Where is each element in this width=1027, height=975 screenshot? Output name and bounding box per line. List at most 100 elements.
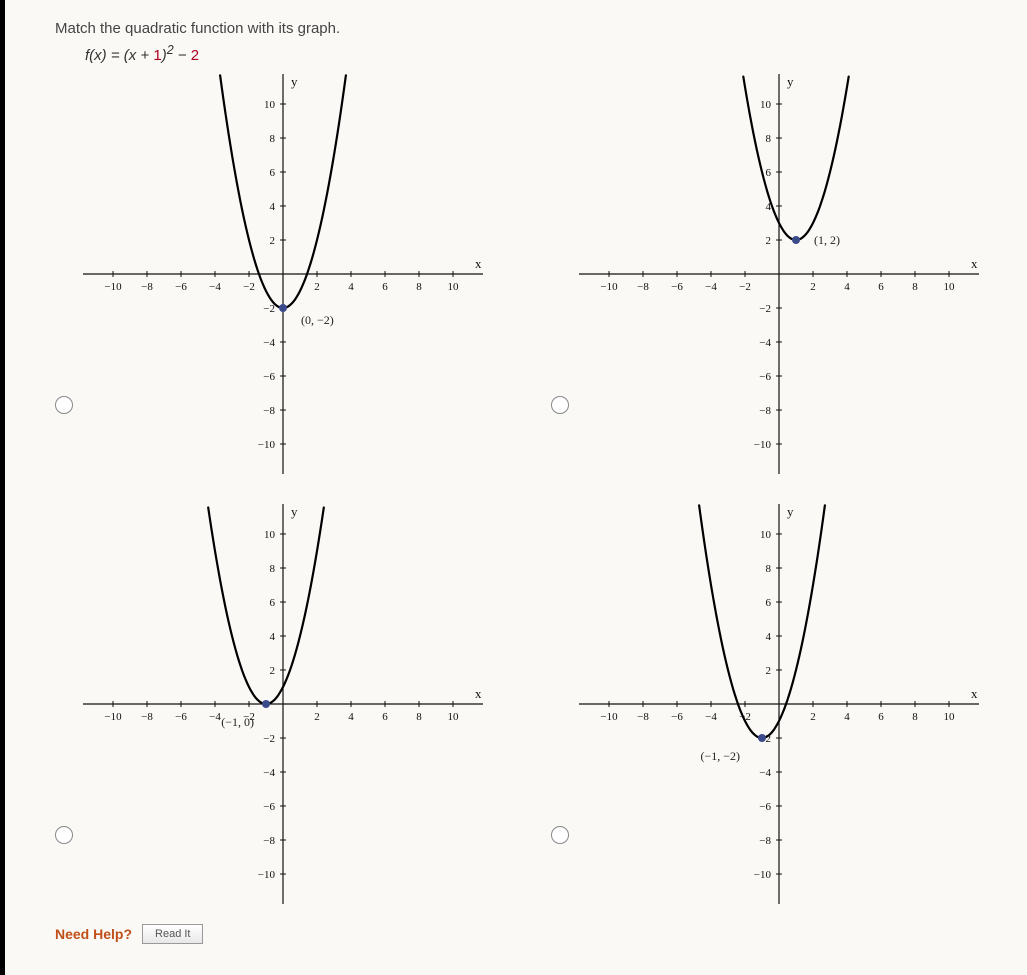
svg-text:−6: −6 bbox=[263, 371, 275, 383]
svg-text:−8: −8 bbox=[637, 711, 649, 723]
svg-text:−2: −2 bbox=[243, 281, 255, 293]
svg-text:8: 8 bbox=[912, 281, 918, 293]
option-d: −10−8−6−4−2246810108642−2−4−6−8−10xy(−1,… bbox=[551, 504, 987, 904]
graph-a: −10 −8 −6 −4 −2 2 4 6 8 10 10 8 6 4 2 −2 −4 −6 −8 −10 x y (0, … bbox=[83, 74, 483, 474]
option-c: −10−8−6−4−2246810108642−2−4−6−8−10xy(−1,… bbox=[55, 504, 491, 904]
svg-text:8: 8 bbox=[912, 711, 918, 723]
svg-text:8: 8 bbox=[766, 133, 772, 145]
svg-text:y: y bbox=[787, 504, 794, 519]
svg-text:6: 6 bbox=[382, 281, 388, 293]
svg-text:x: x bbox=[475, 256, 482, 271]
svg-text:4: 4 bbox=[844, 711, 850, 723]
svg-text:−2: −2 bbox=[759, 303, 771, 315]
radio-b[interactable] bbox=[551, 396, 569, 414]
svg-text:4: 4 bbox=[270, 631, 276, 643]
svg-text:−4: −4 bbox=[759, 337, 771, 349]
svg-text:(1, 2): (1, 2) bbox=[814, 233, 840, 247]
svg-text:−4: −4 bbox=[209, 281, 221, 293]
option-a: −10 −8 −6 −4 −2 2 4 6 8 10 10 8 6 4 2 −2 −4 −6 −8 −10 x y (0, … bbox=[55, 74, 491, 474]
svg-text:8: 8 bbox=[416, 281, 422, 293]
svg-text:10: 10 bbox=[448, 281, 460, 293]
svg-text:6: 6 bbox=[270, 167, 276, 179]
svg-text:6: 6 bbox=[382, 711, 388, 723]
svg-text:−6: −6 bbox=[671, 711, 683, 723]
radio-a[interactable] bbox=[55, 396, 73, 414]
svg-text:(−1, −2): (−1, −2) bbox=[700, 749, 740, 763]
svg-text:−2: −2 bbox=[263, 303, 275, 315]
svg-text:−6: −6 bbox=[759, 371, 771, 383]
svg-text:6: 6 bbox=[766, 167, 772, 179]
svg-text:−8: −8 bbox=[263, 835, 275, 847]
svg-text:10: 10 bbox=[760, 99, 772, 111]
svg-text:4: 4 bbox=[766, 631, 772, 643]
svg-text:8: 8 bbox=[416, 711, 422, 723]
svg-text:−4: −4 bbox=[705, 711, 717, 723]
svg-text:2: 2 bbox=[270, 665, 276, 677]
svg-text:−10: −10 bbox=[104, 711, 122, 723]
svg-text:4: 4 bbox=[844, 281, 850, 293]
options-grid: −10 −8 −6 −4 −2 2 4 6 8 10 10 8 6 4 2 −2 −4 −6 −8 −10 x y (0, … bbox=[55, 74, 987, 904]
svg-text:−8: −8 bbox=[759, 405, 771, 417]
svg-text:y: y bbox=[291, 74, 298, 89]
svg-text:8: 8 bbox=[270, 133, 276, 145]
graph-d: −10−8−6−4−2246810108642−2−4−6−8−10xy(−1,… bbox=[579, 504, 979, 904]
svg-text:−4: −4 bbox=[209, 711, 221, 723]
svg-text:−10: −10 bbox=[258, 439, 276, 451]
svg-text:−8: −8 bbox=[759, 835, 771, 847]
svg-text:x: x bbox=[971, 686, 978, 701]
svg-text:10: 10 bbox=[264, 99, 276, 111]
read-it-button[interactable]: Read It bbox=[142, 924, 203, 944]
svg-text:2: 2 bbox=[766, 235, 772, 247]
svg-text:10: 10 bbox=[448, 711, 460, 723]
svg-text:2: 2 bbox=[314, 711, 320, 723]
svg-text:−8: −8 bbox=[141, 281, 153, 293]
svg-text:−10: −10 bbox=[754, 439, 772, 451]
svg-text:y: y bbox=[787, 74, 794, 89]
svg-text:−10: −10 bbox=[754, 869, 772, 881]
svg-text:6: 6 bbox=[878, 281, 884, 293]
svg-text:−4: −4 bbox=[263, 337, 275, 349]
svg-text:8: 8 bbox=[766, 563, 772, 575]
svg-text:10: 10 bbox=[944, 281, 956, 293]
svg-text:−6: −6 bbox=[263, 801, 275, 813]
svg-text:−10: −10 bbox=[104, 281, 122, 293]
svg-text:6: 6 bbox=[766, 597, 772, 609]
svg-text:−8: −8 bbox=[263, 405, 275, 417]
svg-text:6: 6 bbox=[878, 711, 884, 723]
svg-text:(−1, 0): (−1, 0) bbox=[221, 715, 254, 729]
svg-text:−4: −4 bbox=[759, 767, 771, 779]
radio-c[interactable] bbox=[55, 826, 73, 844]
svg-text:2: 2 bbox=[270, 235, 276, 247]
graph-b: −10−8−6−4−2246810108642−2−4−6−8−10xy(1, … bbox=[579, 74, 979, 474]
svg-text:−10: −10 bbox=[600, 711, 618, 723]
svg-text:4: 4 bbox=[348, 281, 354, 293]
svg-text:−2: −2 bbox=[263, 733, 275, 745]
svg-text:−8: −8 bbox=[141, 711, 153, 723]
svg-text:−2: −2 bbox=[739, 281, 751, 293]
svg-text:2: 2 bbox=[314, 281, 320, 293]
graph-c: −10−8−6−4−2246810108642−2−4−6−8−10xy(−1,… bbox=[83, 504, 483, 904]
svg-text:(0, −2): (0, −2) bbox=[301, 313, 334, 327]
svg-text:x: x bbox=[971, 256, 978, 271]
svg-text:−6: −6 bbox=[175, 281, 187, 293]
svg-text:x: x bbox=[475, 686, 482, 701]
svg-text:−10: −10 bbox=[258, 869, 276, 881]
formula: f(x) = (x + 1)2 − 2 bbox=[85, 43, 987, 64]
option-b: −10−8−6−4−2246810108642−2−4−6−8−10xy(1, … bbox=[551, 74, 987, 474]
svg-text:8: 8 bbox=[270, 563, 276, 575]
svg-text:−4: −4 bbox=[263, 767, 275, 779]
svg-text:−4: −4 bbox=[705, 281, 717, 293]
svg-text:6: 6 bbox=[270, 597, 276, 609]
svg-text:2: 2 bbox=[810, 281, 816, 293]
svg-text:2: 2 bbox=[766, 665, 772, 677]
svg-text:−6: −6 bbox=[759, 801, 771, 813]
help-row: Need Help? Read It bbox=[55, 924, 987, 944]
svg-text:4: 4 bbox=[270, 201, 276, 213]
svg-text:−6: −6 bbox=[175, 711, 187, 723]
svg-text:10: 10 bbox=[944, 711, 956, 723]
question-text: Match the quadratic function with its gr… bbox=[55, 20, 987, 37]
svg-text:−6: −6 bbox=[671, 281, 683, 293]
radio-d[interactable] bbox=[551, 826, 569, 844]
svg-text:10: 10 bbox=[760, 529, 772, 541]
need-help-label: Need Help? bbox=[55, 926, 132, 942]
